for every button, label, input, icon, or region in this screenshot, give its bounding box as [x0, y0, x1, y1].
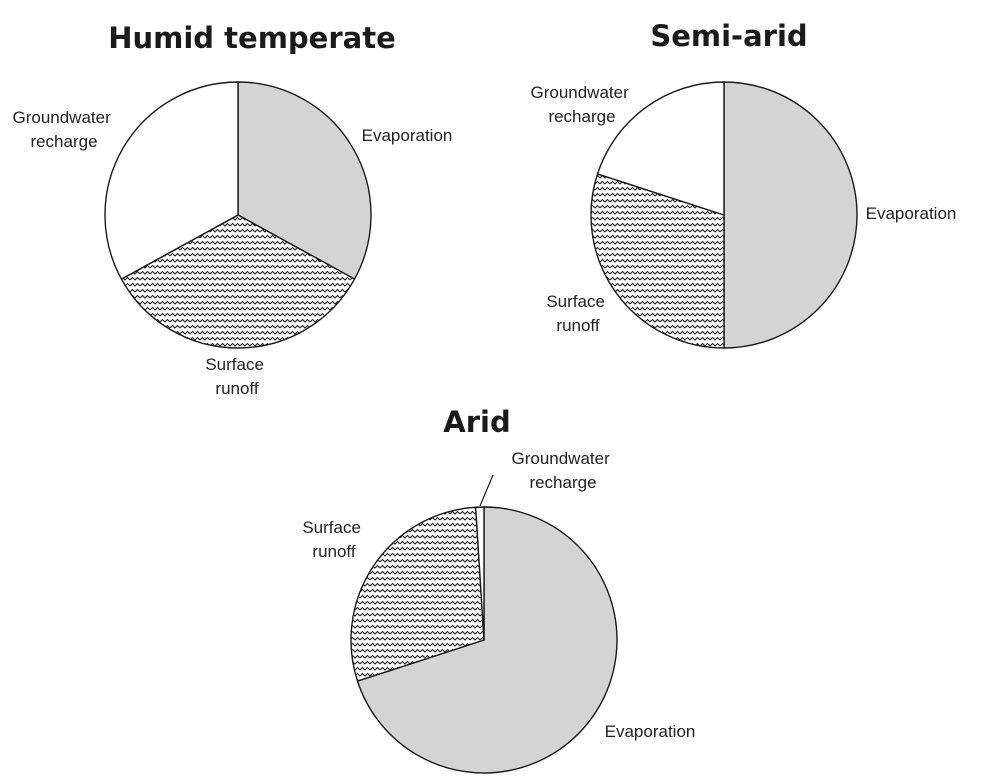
slice-label-evaporation: Evaporation [605, 722, 696, 741]
pie-slice-groundwater-recharge [596, 81, 725, 216]
slice-label-surface-runoff: Surface runoff [546, 292, 609, 335]
chart-title: Arid [443, 405, 510, 439]
pie-slice-surface-runoff [590, 173, 725, 349]
slice-label-surface-runoff: Surface runoff [205, 355, 268, 398]
chart-title: Humid temperate [108, 21, 396, 55]
pie-slice-evaporation [237, 81, 372, 280]
chart-title: Semi-arid [650, 19, 807, 53]
pie-slice-groundwater-recharge [474, 506, 485, 641]
slice-label-evaporation: Evaporation [362, 126, 453, 145]
slice-label-surface-runoff: Surface runoff [302, 518, 365, 561]
leader-line-groundwater-recharge [479, 474, 494, 507]
pie-slice-surface-runoff [350, 506, 485, 682]
slice-label-groundwater-recharge: Groundwater recharge [12, 108, 115, 151]
pie-slices [590, 81, 858, 349]
chart-semi-arid: Semi-arid Evaporation Surface runoff Gro… [530, 19, 957, 349]
pie-slice-evaporation [356, 506, 618, 774]
slice-label-groundwater-recharge: Groundwater recharge [511, 449, 614, 492]
pie-slices [104, 81, 372, 349]
slice-label-evaporation: Evaporation [866, 204, 957, 223]
pie-slices [350, 506, 618, 774]
pie-slice-groundwater-recharge [104, 81, 239, 280]
pie-slice-evaporation [723, 81, 858, 349]
chart-arid: Arid Evaporation Surface runoff Groundwa… [302, 405, 696, 774]
slice-label-groundwater-recharge: Groundwater recharge [530, 83, 633, 126]
chart-humid-temperate: Humid temperate Evaporation Surface runo… [12, 21, 452, 398]
pie-slice-surface-runoff [120, 214, 356, 349]
